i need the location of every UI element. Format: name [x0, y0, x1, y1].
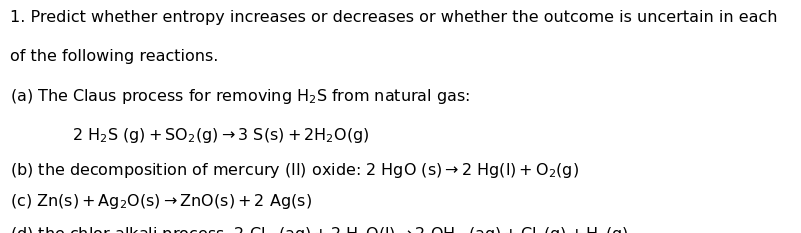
Text: of the following reactions.: of the following reactions.	[10, 49, 218, 64]
Text: 1. Predict whether entropy increases or decreases or whether the outcome is unce: 1. Predict whether entropy increases or …	[10, 10, 777, 25]
Text: (d) the chlor-alkali process, $\mathrm{2\ Cl{-}(aq) + 2\ H_2O(l) \rightarrow 2\ : (d) the chlor-alkali process, $\mathrm{2…	[10, 225, 629, 233]
Text: (b) the decomposition of mercury (II) oxide: $\mathrm{2\ HgO\ (s) \rightarrow 2\: (b) the decomposition of mercury (II) ox…	[10, 161, 578, 180]
Text: (a) The Claus process for removing $\mathrm{H_2S}$ from natural gas:: (a) The Claus process for removing $\mat…	[10, 87, 469, 106]
Text: (c) $\mathrm{Zn(s) + Ag_2O(s) \rightarrow ZnO(s) + 2\ Ag(s)}$: (c) $\mathrm{Zn(s) + Ag_2O(s) \rightarro…	[10, 192, 312, 211]
Text: $\mathrm{2\ H_2S\ (g) + SO_2(g) \rightarrow 3\ S(s) + 2H_2O(g)}$: $\mathrm{2\ H_2S\ (g) + SO_2(g) \rightar…	[72, 126, 369, 145]
